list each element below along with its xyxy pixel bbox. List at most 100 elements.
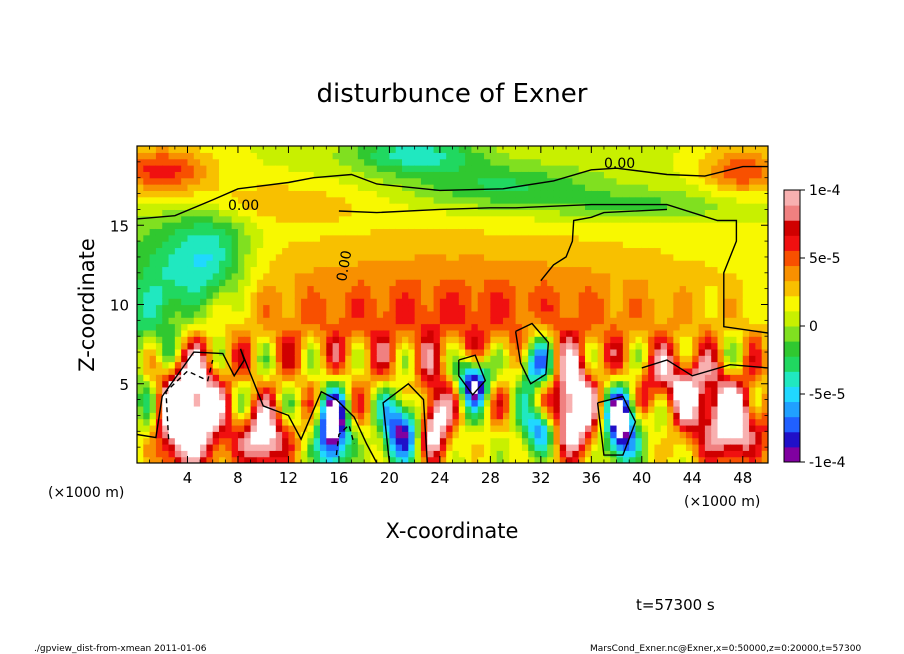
- heatmap-cell: [414, 272, 422, 280]
- heatmap-cell: [717, 348, 725, 356]
- heatmap-cell: [137, 386, 144, 394]
- heatmap-cell: [263, 348, 271, 356]
- heatmap-cell: [458, 298, 466, 306]
- heatmap-cell: [654, 266, 662, 274]
- heatmap-cell: [181, 405, 189, 413]
- heatmap-cell: [282, 431, 290, 439]
- heatmap-cell: [433, 443, 441, 451]
- heatmap-cell: [641, 266, 649, 274]
- heatmap-cell: [282, 336, 290, 344]
- heatmap-cell: [515, 158, 523, 166]
- heatmap-cell: [256, 342, 264, 350]
- heatmap-cell: [471, 152, 479, 160]
- heatmap-cell: [717, 171, 725, 179]
- heatmap-cell: [534, 209, 542, 217]
- heatmap-cell: [219, 317, 226, 325]
- heatmap-cell: [471, 171, 479, 179]
- heatmap-cell: [433, 317, 441, 325]
- heatmap-cell: [181, 260, 189, 268]
- heatmap-cell: [585, 393, 592, 401]
- heatmap-cell: [402, 405, 409, 413]
- heatmap-cell: [402, 158, 409, 166]
- heatmap-cell: [301, 443, 308, 451]
- heatmap-cell: [313, 272, 321, 280]
- heatmap-cell: [338, 450, 346, 458]
- heatmap-cell: [351, 304, 359, 312]
- heatmap-cell: [490, 177, 498, 185]
- heatmap-cell: [263, 374, 271, 382]
- heatmap-cell: [635, 336, 643, 344]
- heatmap-cell: [755, 443, 763, 451]
- heatmap-cell: [174, 241, 182, 249]
- heatmap-cell: [515, 146, 523, 153]
- heatmap-cell: [250, 443, 258, 451]
- heatmap-cell: [200, 342, 208, 350]
- heatmap-cell: [717, 203, 725, 210]
- heatmap-cell: [603, 171, 611, 179]
- heatmap-cell: [622, 386, 630, 394]
- heatmap-cell: [433, 355, 441, 363]
- heatmap-cell: [566, 412, 573, 420]
- heatmap-cell: [603, 304, 611, 312]
- heatmap-cell: [219, 431, 226, 439]
- heatmap-cell: [755, 336, 763, 344]
- heatmap-cell: [723, 386, 731, 394]
- heatmap-cell: [585, 323, 592, 331]
- heatmap-cell: [521, 317, 529, 325]
- heatmap-cell: [294, 241, 302, 249]
- heatmap-cell: [654, 203, 662, 210]
- heatmap-cell: [585, 272, 592, 280]
- heatmap-cell: [256, 380, 264, 388]
- heatmap-cell: [301, 450, 308, 458]
- heatmap-cell: [521, 405, 529, 413]
- heatmap-cell: [420, 361, 428, 369]
- heatmap-cell: [137, 355, 144, 363]
- heatmap-cell: [294, 336, 302, 344]
- heatmap-cell: [370, 355, 378, 363]
- heatmap-cell: [250, 291, 258, 299]
- heatmap-cell: [528, 152, 536, 160]
- heatmap-cell: [237, 298, 245, 306]
- heatmap-cell: [553, 317, 561, 325]
- heatmap-cell: [622, 279, 630, 287]
- heatmap-cell: [395, 165, 403, 172]
- heatmap-cell: [685, 266, 693, 274]
- heatmap-cell: [288, 291, 296, 299]
- heatmap-cell: [515, 386, 523, 394]
- heatmap-cell: [471, 177, 479, 185]
- heatmap-cell: [282, 393, 290, 401]
- heatmap-cell: [572, 367, 580, 375]
- heatmap-cell: [263, 405, 271, 413]
- heatmap-cell: [168, 234, 176, 242]
- heatmap-cell: [402, 272, 409, 280]
- heatmap-cell: [206, 437, 214, 445]
- heatmap-cell: [149, 412, 157, 420]
- heatmap-cell: [761, 450, 768, 458]
- heatmap-cell: [206, 361, 214, 369]
- heatmap-cell: [364, 329, 372, 337]
- heatmap-cell: [723, 367, 731, 375]
- heatmap-cell: [610, 304, 618, 312]
- heatmap-cell: [143, 304, 151, 312]
- heatmap-cell: [458, 215, 466, 223]
- heatmap-cell: [591, 215, 599, 223]
- heatmap-cell: [698, 310, 706, 318]
- heatmap-cell: [174, 456, 182, 463]
- heatmap-cell: [439, 304, 447, 312]
- heatmap-cell: [206, 418, 214, 426]
- heatmap-cell: [610, 323, 618, 331]
- heatmap-cell: [566, 437, 573, 445]
- heatmap-cell: [660, 342, 668, 350]
- heatmap-cell: [477, 310, 485, 318]
- heatmap-cell: [742, 203, 750, 210]
- heatmap-cell: [679, 241, 687, 249]
- heatmap-cell: [736, 437, 744, 445]
- heatmap-cell: [711, 424, 719, 432]
- heatmap-cell: [282, 310, 290, 318]
- heatmap-cell: [742, 177, 750, 185]
- heatmap-cell: [572, 418, 580, 426]
- heatmap-cell: [572, 285, 580, 293]
- heatmap-cell: [155, 374, 163, 382]
- heatmap-cell: [692, 424, 700, 432]
- heatmap-cell: [219, 298, 226, 306]
